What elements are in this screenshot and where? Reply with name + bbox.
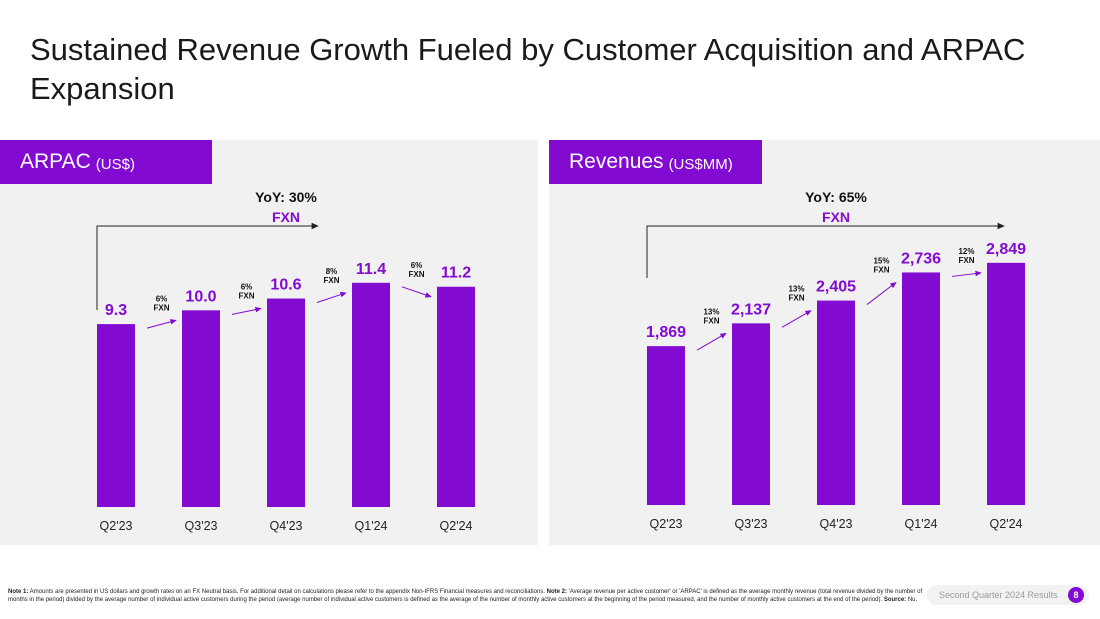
revenues-yoy-value: YoY: 65% <box>805 189 867 205</box>
revenues-category-label: Q1'24 <box>905 517 938 531</box>
report-label: Second Quarter 2024 Results <box>927 585 1089 605</box>
arpac-growth-arrow <box>401 286 432 298</box>
revenues-header-unit: (US$MM) <box>668 155 733 173</box>
arpac-header-title: ARPAC <box>20 150 91 173</box>
arpac-value-label: 10.6 <box>270 277 301 294</box>
arpac-growth-pct: 6% <box>411 261 423 270</box>
arpac-growth-label: FXN <box>324 276 340 285</box>
arpac-growth-label: FXN <box>239 292 255 301</box>
revenues-panel: Revenues (US$MM) 1,869 Q2'23 2,137 Q3'23 2,4… <box>549 140 1100 545</box>
arpac-bar <box>97 324 135 507</box>
revenues-growth-label: FXN <box>789 294 805 303</box>
note2-text: 'Average revenue per active customer' or… <box>8 589 923 603</box>
revenues-category-label: Q3'23 <box>735 517 768 531</box>
revenues-growth-arrow <box>696 332 727 351</box>
arpac-category-label: Q2'23 <box>100 519 133 533</box>
revenues-yoy-label: FXN <box>822 209 850 225</box>
revenues-bar <box>647 346 685 505</box>
revenues-value-label: 2,736 <box>901 250 941 267</box>
note1-label: Note 1: <box>8 589 29 595</box>
revenues-growth-arrow <box>781 310 812 328</box>
arpac-growth-pct: 6% <box>241 283 253 292</box>
arpac-yoy-bracket <box>96 222 319 310</box>
revenues-growth-label: FXN <box>959 256 975 265</box>
arpac-growth-label: FXN <box>409 270 425 279</box>
arpac-bar <box>437 286 475 507</box>
revenues-chart: 1,869 Q2'23 2,137 Q3'23 2,405 Q4'23 2,736 Q1'24… <box>646 189 1026 531</box>
revenues-yoy-bracket <box>646 222 1005 278</box>
revenues-growth-arrow <box>866 282 897 305</box>
revenues-category-label: Q2'23 <box>650 517 683 531</box>
revenues-bar <box>902 272 940 505</box>
arpac-bar <box>182 310 220 507</box>
arpac-growth-arrow <box>316 291 347 304</box>
arpac-value-label: 11.2 <box>441 265 471 282</box>
revenues-value-label: 1,869 <box>646 324 686 341</box>
arpac-category-label: Q2'24 <box>440 519 473 533</box>
arpac-growth-pct: 6% <box>156 294 168 303</box>
revenues-growth-label: FXN <box>874 265 890 274</box>
arpac-growth-pct: 8% <box>326 267 338 276</box>
note1-text: Amounts are presented in US dollars and … <box>28 589 547 595</box>
revenues-growth-pct: 12% <box>958 247 974 256</box>
arpac-growth-arrow <box>146 319 177 329</box>
arpac-panel: ARPAC (US$) 9.3 Q2'23 10.0 Q3'23 10.6 Q4'23 11… <box>0 140 538 545</box>
arpac-value-label: 10.0 <box>185 288 216 305</box>
arpac-bar <box>352 282 390 507</box>
page-title: Sustained Revenue Growth Fueled by Custo… <box>30 32 1026 106</box>
revenues-header: Revenues (US$MM) <box>549 140 762 184</box>
arpac-yoy-label: FXN <box>272 209 300 225</box>
revenues-bar <box>817 300 855 505</box>
arpac-chart: 9.3 Q2'23 10.0 Q3'23 10.6 Q4'23 11.4 Q1'24 11.2 Q… <box>96 189 475 533</box>
arpac-growth-arrow <box>231 306 262 315</box>
note2-label: Note 2: <box>546 589 567 595</box>
arpac-growth-label: FXN <box>154 303 170 312</box>
revenues-category-label: Q2'24 <box>990 517 1023 531</box>
revenues-header-title: Revenues <box>569 150 664 173</box>
revenues-growth-label: FXN <box>704 316 720 325</box>
arpac-category-label: Q4'23 <box>270 519 303 533</box>
revenues-value-label: 2,405 <box>816 279 856 296</box>
arpac-header: ARPAC (US$) <box>0 140 212 184</box>
arpac-category-label: Q3'23 <box>185 519 218 533</box>
revenues-category-label: Q4'23 <box>820 517 853 531</box>
revenues-bar <box>732 323 770 505</box>
revenues-growth-pct: 15% <box>873 256 889 265</box>
source-label: Source: <box>883 596 907 603</box>
revenues-growth-pct: 13% <box>703 307 719 316</box>
arpac-yoy-value: YoY: 30% <box>255 189 317 205</box>
page-number: 8 <box>1068 587 1084 603</box>
source-text: Nu. <box>906 596 918 603</box>
arpac-bar <box>267 298 305 507</box>
arpac-value-label: 9.3 <box>105 302 127 319</box>
arpac-category-label: Q1'24 <box>355 519 388 533</box>
arpac-header-unit: (US$) <box>95 155 135 173</box>
revenues-value-label: 2,137 <box>731 301 771 318</box>
revenues-value-label: 2,849 <box>986 241 1026 258</box>
footnotes: Note 1: Amounts are presented in US doll… <box>8 589 923 604</box>
arpac-value-label: 11.4 <box>356 261 386 278</box>
revenues-bar <box>987 262 1025 505</box>
revenues-growth-pct: 13% <box>788 285 804 294</box>
revenues-growth-arrow <box>951 270 982 277</box>
